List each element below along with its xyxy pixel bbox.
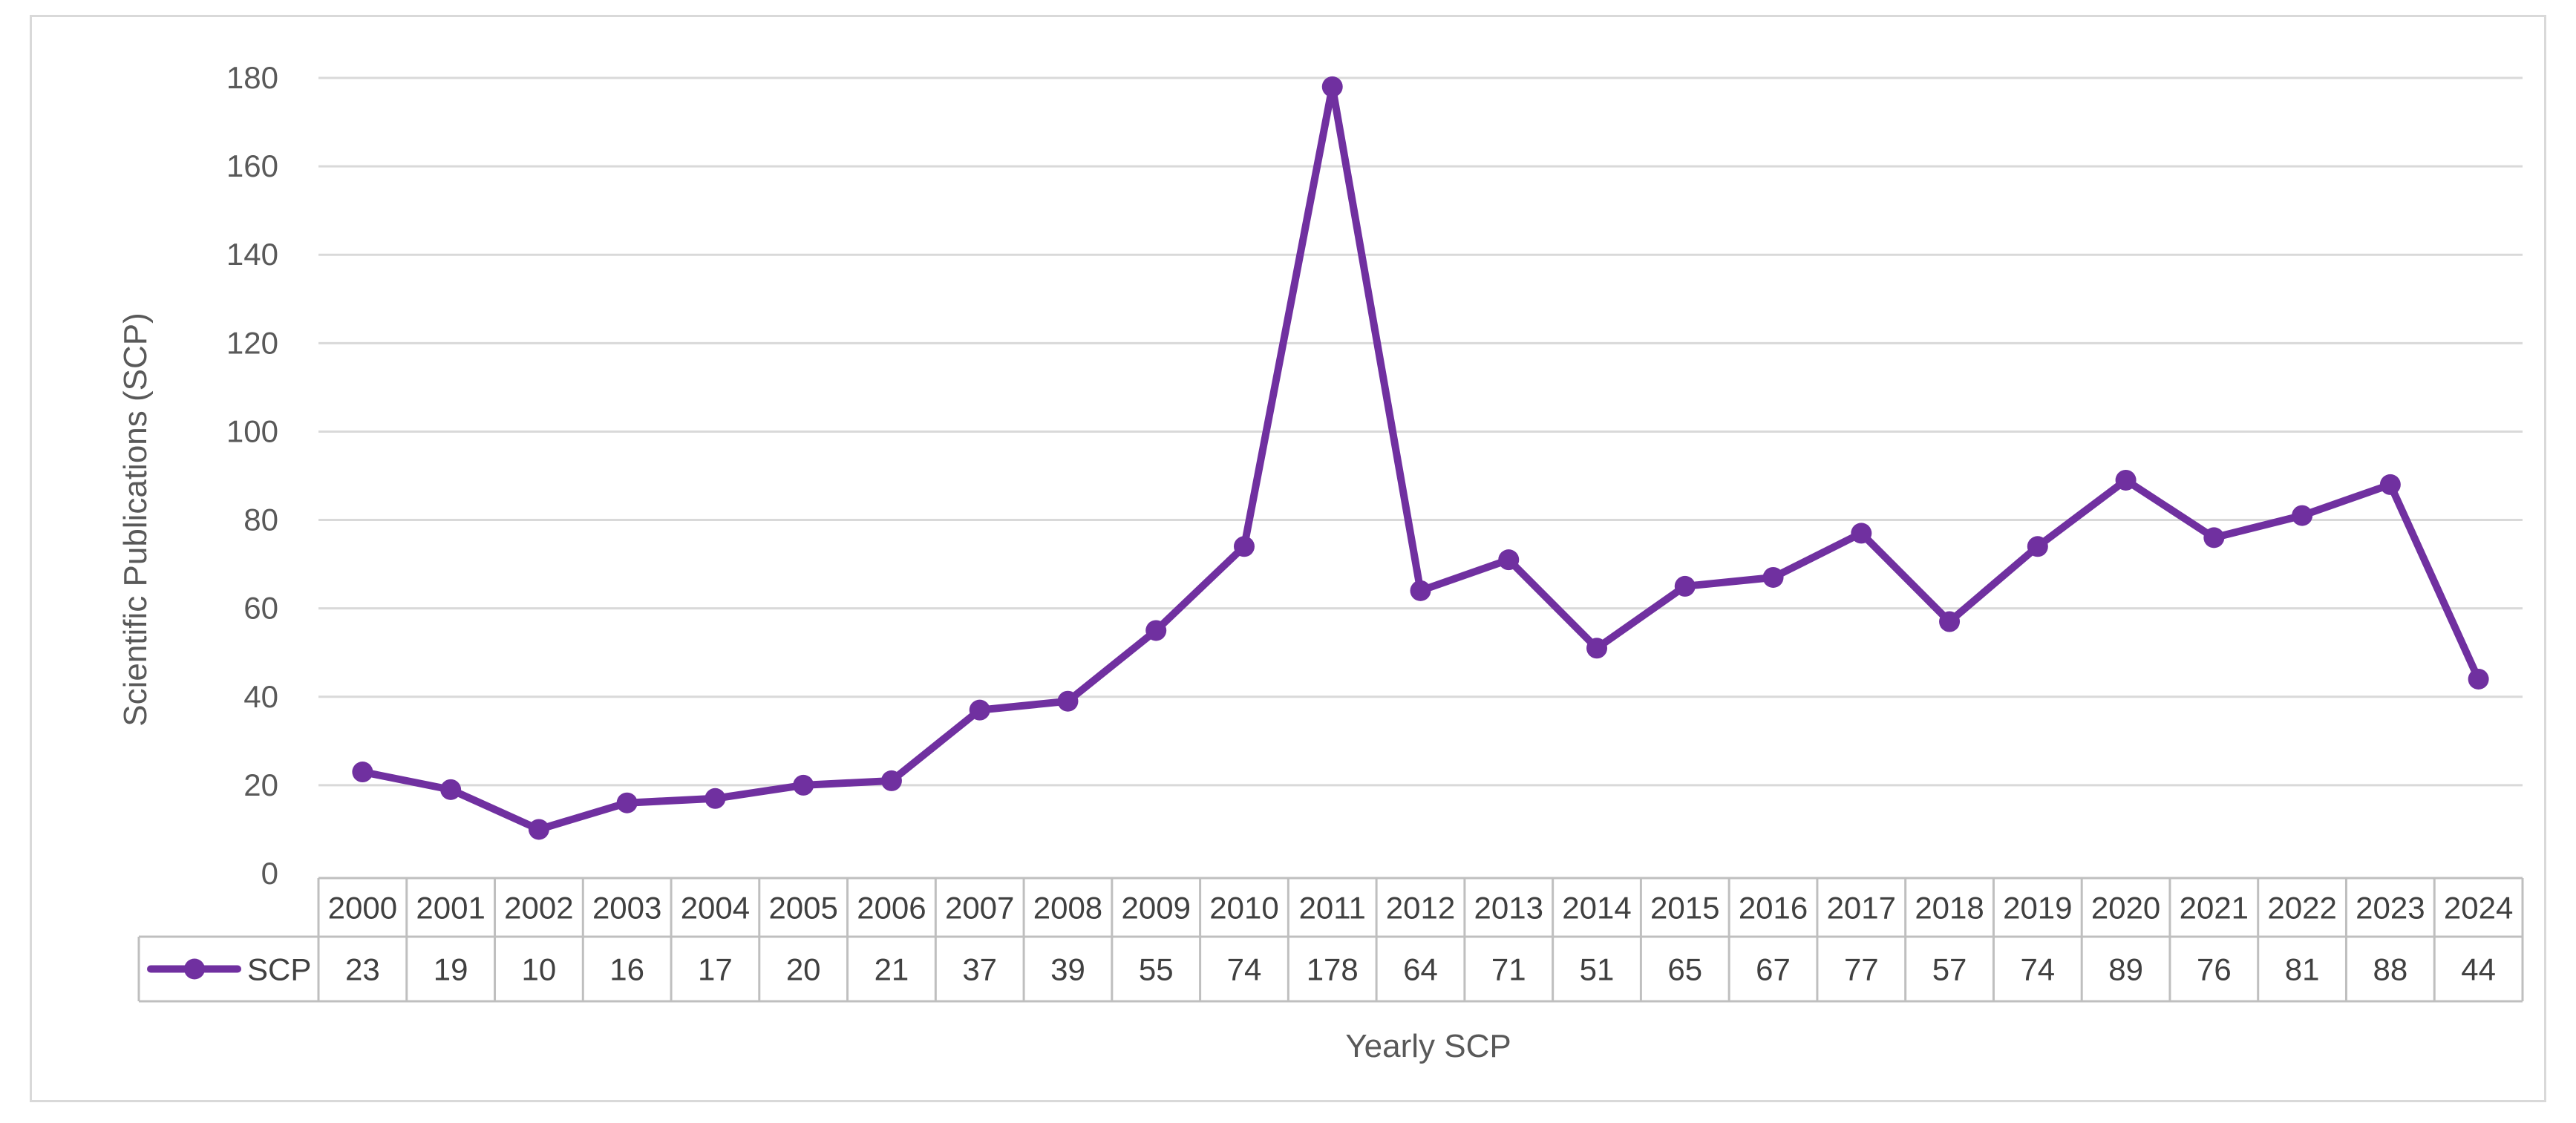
data-label: 57 bbox=[1932, 952, 1967, 987]
data-label: 39 bbox=[1050, 952, 1085, 987]
data-point bbox=[528, 819, 549, 840]
y-tick-label: 160 bbox=[226, 148, 278, 183]
data-point bbox=[1762, 566, 1784, 588]
data-label: 37 bbox=[962, 952, 997, 987]
data-label: 71 bbox=[1491, 952, 1526, 987]
y-axis-ticks: 0 20 40 60 80 100 120 140 160 180 bbox=[226, 60, 278, 891]
y-tick-label: 0 bbox=[261, 856, 278, 891]
y-tick-label: 80 bbox=[243, 502, 278, 537]
series-line-scp bbox=[359, 82, 2482, 834]
data-label: 74 bbox=[1227, 952, 1262, 987]
data-label: 17 bbox=[698, 952, 733, 987]
x-category-label: 2020 bbox=[2091, 891, 2160, 926]
x-category-label: 2021 bbox=[2180, 891, 2249, 926]
data-point bbox=[616, 792, 638, 813]
y-tick-label: 180 bbox=[226, 60, 278, 95]
x-category-label: 2012 bbox=[1386, 891, 1455, 926]
data-point bbox=[1321, 76, 1343, 97]
data-point bbox=[1851, 523, 1872, 544]
data-point bbox=[1674, 575, 1696, 597]
y-tick-label: 140 bbox=[226, 237, 278, 272]
data-point bbox=[2379, 474, 2401, 495]
data-table: 2000 23 2001 19 2002 10 2003 16 2004 17 2005 20 2006… bbox=[137, 877, 2524, 1003]
data-label: 89 bbox=[2108, 952, 2143, 987]
data-label: 178 bbox=[1307, 952, 1359, 987]
x-category-label: 2007 bbox=[945, 891, 1014, 926]
data-point bbox=[1233, 536, 1255, 557]
data-point bbox=[352, 762, 373, 783]
data-label: 19 bbox=[434, 952, 468, 987]
data-point bbox=[1586, 638, 1608, 659]
x-category-label: 2017 bbox=[1827, 891, 1896, 926]
x-category-label: 2023 bbox=[2356, 891, 2425, 926]
data-point bbox=[1939, 611, 1961, 632]
data-point bbox=[880, 770, 902, 791]
x-category-label: 2000 bbox=[328, 891, 397, 926]
data-point bbox=[1498, 549, 1520, 571]
x-category-label: 2001 bbox=[416, 891, 485, 926]
data-point bbox=[793, 774, 814, 796]
x-category-label: 2011 bbox=[1299, 891, 1366, 926]
data-label: 21 bbox=[875, 952, 909, 987]
data-label: 81 bbox=[2285, 952, 2320, 987]
data-label: 51 bbox=[1580, 952, 1615, 987]
data-point bbox=[440, 779, 462, 800]
x-category-label: 2003 bbox=[592, 891, 661, 926]
x-category-label: 2018 bbox=[1915, 891, 1984, 926]
x-category-label: 2013 bbox=[1474, 891, 1543, 926]
y-tick-label: 60 bbox=[243, 591, 278, 626]
data-label: 88 bbox=[2373, 952, 2408, 987]
y-axis-title: Scientific Publications (SCP) bbox=[117, 312, 154, 727]
y-tick-label: 120 bbox=[226, 325, 278, 360]
data-label: 55 bbox=[1139, 952, 1174, 987]
data-point bbox=[969, 699, 990, 721]
data-label: 74 bbox=[2020, 952, 2055, 987]
data-point bbox=[2468, 668, 2489, 690]
data-label: 16 bbox=[609, 952, 644, 987]
x-category-label: 2009 bbox=[1122, 891, 1191, 926]
x-category-label: 2002 bbox=[504, 891, 573, 926]
series-layer bbox=[352, 76, 2489, 840]
data-label: 77 bbox=[1844, 952, 1879, 987]
data-point bbox=[705, 788, 726, 809]
data-point bbox=[2292, 505, 2313, 526]
legend-swatch-marker bbox=[184, 958, 205, 980]
x-category-label: 2008 bbox=[1033, 891, 1102, 926]
x-category-label: 2015 bbox=[1650, 891, 1719, 926]
data-label: 76 bbox=[2197, 952, 2232, 987]
data-label: 10 bbox=[522, 952, 557, 987]
data-point bbox=[2203, 527, 2225, 549]
x-category-label: 2019 bbox=[2003, 891, 2072, 926]
data-point bbox=[2115, 469, 2137, 491]
gridlines bbox=[318, 76, 2523, 787]
data-point bbox=[2027, 536, 2048, 557]
x-category-label: 2022 bbox=[2267, 891, 2336, 926]
data-label: 23 bbox=[345, 952, 380, 987]
y-tick-label: 40 bbox=[243, 679, 278, 714]
y-tick-label: 20 bbox=[243, 767, 278, 802]
data-label: 67 bbox=[1756, 952, 1791, 987]
data-label: 20 bbox=[786, 952, 821, 987]
data-label: 65 bbox=[1667, 952, 1702, 987]
x-category-label: 2016 bbox=[1739, 891, 1808, 926]
x-category-label: 2006 bbox=[857, 891, 926, 926]
data-point bbox=[1145, 620, 1167, 641]
data-point bbox=[1410, 580, 1431, 601]
x-category-label: 2004 bbox=[681, 891, 750, 926]
data-point bbox=[1057, 690, 1079, 712]
y-tick-label: 100 bbox=[226, 413, 278, 448]
data-label: 64 bbox=[1403, 952, 1438, 987]
x-category-label: 2010 bbox=[1209, 891, 1278, 926]
data-label: 44 bbox=[2461, 952, 2496, 987]
x-axis-title: Yearly SCP bbox=[1345, 1028, 1511, 1064]
x-category-label: 2014 bbox=[1562, 891, 1631, 926]
x-category-label: 2005 bbox=[768, 891, 837, 926]
x-category-label: 2024 bbox=[2444, 891, 2513, 926]
legend-series-name: SCP bbox=[247, 952, 311, 987]
